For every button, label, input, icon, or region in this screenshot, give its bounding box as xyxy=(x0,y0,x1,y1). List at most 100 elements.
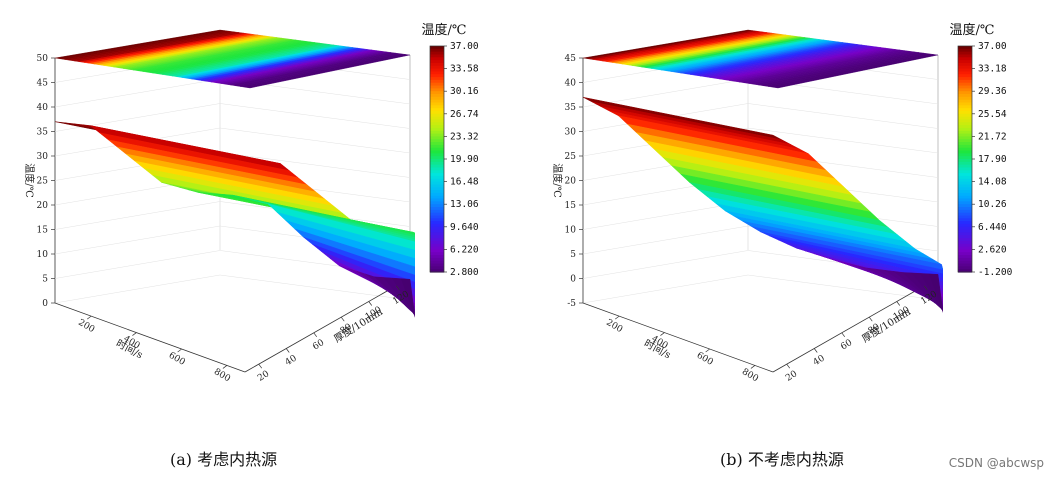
x-tick-label: 800 xyxy=(212,367,232,384)
colorbar-tick-label: 37.00 xyxy=(450,41,479,52)
grid-line xyxy=(54,78,221,108)
colorbar-segment xyxy=(430,57,444,61)
colorbar-segment xyxy=(958,167,972,171)
colorbar-segment xyxy=(958,212,972,217)
surface-plot-a: 05101520253035404550温度/℃200400600800时间/s… xyxy=(23,0,528,440)
colorbar-segment xyxy=(958,215,972,219)
grid-line xyxy=(54,201,221,230)
colorbar-segment xyxy=(958,79,972,84)
x-tick xyxy=(705,348,710,353)
surface-a xyxy=(54,121,416,318)
z-tick-label: 30 xyxy=(565,128,577,138)
grid-line xyxy=(54,103,221,132)
grid-line xyxy=(219,103,411,129)
z-tick-label: 20 xyxy=(37,201,49,211)
colorbar-segment xyxy=(430,195,444,200)
surface-plot-b: -5051015202530354045温度/℃200400600800时间/s… xyxy=(551,0,1056,440)
y-tick-label: 40 xyxy=(284,353,299,368)
y-tick-label: 20 xyxy=(784,369,799,384)
colorbar-segment xyxy=(430,136,444,140)
y-tick xyxy=(368,301,373,306)
colorbar-segment xyxy=(430,173,444,177)
colorbar-segment xyxy=(958,71,972,75)
colorbar-segment xyxy=(958,161,972,166)
colorbar-segment xyxy=(430,96,444,101)
colorbar-segment xyxy=(958,74,972,78)
x-tick-label: 800 xyxy=(740,367,760,384)
colorbar-segment xyxy=(958,96,972,101)
z-tick-label: 35 xyxy=(565,103,577,113)
colorbar-segment xyxy=(958,207,972,211)
colorbar-segment xyxy=(958,190,972,194)
colorbar-segment xyxy=(430,161,444,166)
x-tick-label: 600 xyxy=(167,351,187,368)
colorbar-segment xyxy=(958,229,972,234)
colorbar-tick-label: 9.640 xyxy=(450,222,479,233)
colorbar-segment xyxy=(430,207,444,211)
colorbar-segment xyxy=(958,110,972,115)
colorbar-segment xyxy=(430,94,444,98)
colorbar-segment xyxy=(430,252,444,256)
colorbar-segment xyxy=(430,156,444,160)
colorbar-segment xyxy=(958,127,972,132)
colorbar-segment xyxy=(430,232,444,236)
colorbar-segment xyxy=(958,150,972,154)
colorbar-segment xyxy=(958,260,972,265)
colorbar-tick-label: 16.48 xyxy=(450,177,479,188)
colorbar-segment xyxy=(958,218,972,222)
grid-line xyxy=(219,152,411,178)
colorbar-segment xyxy=(430,62,444,67)
colorbar-segment xyxy=(430,263,444,267)
z-ticks-b: -5 0 5 10 15 20 25 30 35 40 45 xyxy=(565,54,583,309)
grid-line xyxy=(582,250,749,279)
colorbar-segment xyxy=(430,190,444,194)
y-tick xyxy=(786,363,791,369)
colorbar-segment xyxy=(958,164,972,169)
z-tick-label: 10 xyxy=(565,226,577,236)
colorbar-title: 温度/℃ xyxy=(422,22,467,38)
x-tick xyxy=(660,332,665,336)
colorbar-segment xyxy=(958,243,972,248)
z-ticks-a: 0 5 10 15 20 25 30 35 40 45 50 xyxy=(37,54,55,309)
surface-b xyxy=(582,96,944,313)
colorbar-segment xyxy=(430,159,444,163)
colorbar-segment xyxy=(958,175,972,180)
colorbar-segment xyxy=(430,238,444,242)
grid-line xyxy=(582,274,749,304)
colorbar-segment xyxy=(958,246,972,250)
z-tick-label: 45 xyxy=(565,54,577,64)
colorbar-segment xyxy=(958,54,972,58)
colorbar-segment xyxy=(430,82,444,87)
colorbar-segment xyxy=(430,99,444,104)
colorbar-segment xyxy=(958,99,972,104)
colorbar-segment xyxy=(958,178,972,183)
colorbar-tick-label: 26.74 xyxy=(450,109,479,120)
x-tick xyxy=(132,332,137,336)
colorbar-segment xyxy=(430,178,444,183)
colorbar-segment xyxy=(430,198,444,202)
colorbar-segment xyxy=(430,170,444,174)
colorbar-segment xyxy=(430,122,444,126)
y-tick xyxy=(313,332,318,338)
colorbar-tick-label: 29.36 xyxy=(978,86,1007,97)
caption-a: (a) 考虑内热源 xyxy=(170,450,278,469)
colorbar-segment xyxy=(430,218,444,222)
colorbar-segment xyxy=(430,260,444,265)
colorbar-tick-label: 14.08 xyxy=(978,177,1007,188)
colorbar-segment xyxy=(958,159,972,163)
colorbar-segment xyxy=(958,255,972,259)
y-tick-label: 40 xyxy=(812,353,827,368)
colorbar-segment xyxy=(958,221,972,225)
colorbar-segment xyxy=(958,119,972,123)
y-tick xyxy=(285,348,290,353)
colorbar-segment xyxy=(958,238,972,242)
colorbar-segment xyxy=(958,85,972,89)
panel-b: -5 0 5 10 15 20 25 30 35 40 45 温度/℃ 200 400 600 800 时间/s… xyxy=(528,0,1056,484)
colorbar-segment xyxy=(958,142,972,146)
x-tick xyxy=(86,315,92,320)
y-axis-line xyxy=(772,277,939,373)
colorbar-segment xyxy=(430,119,444,123)
colorbar-segment xyxy=(958,46,972,50)
colorbar-segment xyxy=(430,226,444,231)
colorbar-segment xyxy=(430,71,444,75)
